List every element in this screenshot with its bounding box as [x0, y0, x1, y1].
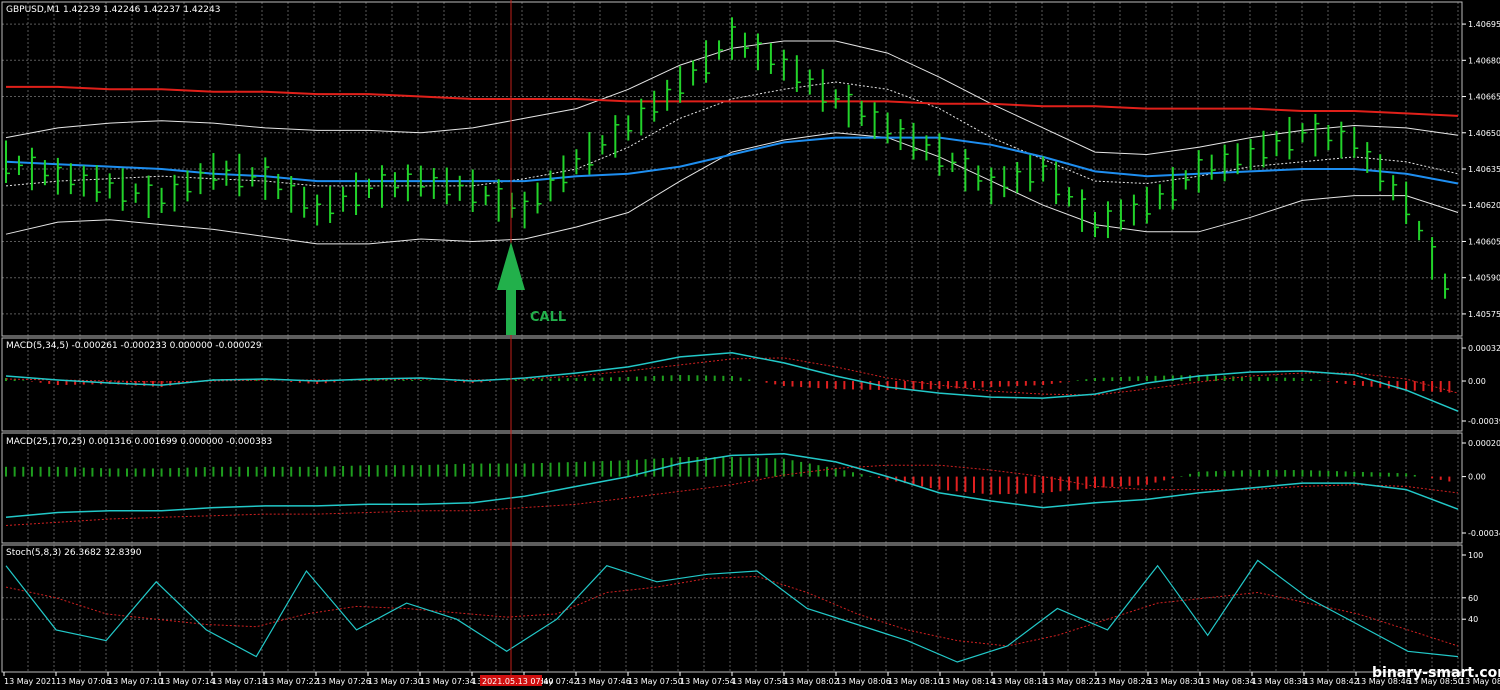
y-tick-label: -0.000397 — [1468, 417, 1500, 426]
x-tick-label: 13 May 08:26 — [1096, 677, 1151, 686]
x-tick-label: 13 May 07:22 — [264, 677, 319, 686]
y-tick-label: 0.000206 — [1468, 439, 1500, 448]
ma-blue-line — [5, 136, 1459, 185]
band-lower-line — [5, 132, 1459, 245]
stoch-main-line — [5, 559, 1459, 663]
call-label: CALL — [530, 310, 566, 325]
x-tick-label: 13 May 07:30 — [368, 677, 423, 686]
y-tick-label: 1.40695 — [1468, 20, 1500, 29]
price-panel-header: GBPUSD,M1 1.42239 1.42246 1.42237 1.4224… — [6, 5, 220, 15]
x-tick-label: 13 May 08:14 — [940, 677, 995, 686]
y-tick-label: 0.00 — [1468, 377, 1486, 386]
x-tick-label: 13 May 08:02 — [784, 677, 839, 686]
macd-main-line — [5, 352, 1459, 412]
ma-red-line — [6, 85, 1459, 117]
x-tick-label: 13 May 07:54 — [680, 677, 735, 686]
grid-layer — [2, 2, 1462, 672]
x-tick-label: 13 May 08:06 — [836, 677, 891, 686]
x-tick-label: 13 May 08:54 — [1460, 677, 1500, 686]
y-tick-label: 1.40650 — [1468, 129, 1500, 138]
y-tick-label: 0.00 — [1468, 473, 1486, 482]
x-tick-label: 13 May 07:50 — [628, 677, 683, 686]
x-tick-label: 13 May 2021 — [4, 677, 56, 686]
macd-main-line — [5, 453, 1459, 519]
x-tick-label: 13 May 07:18 — [212, 677, 267, 686]
x-tick-label: 13 May 07:14 — [160, 677, 215, 686]
series-layer — [5, 17, 1459, 663]
axis-layer: 1.40695 1.40680 1.40665 1.40650 1.40635 1.406… — [3, 20, 1500, 686]
stoch-header: Stoch(5,8,3) 26.3682 32.8390 — [6, 548, 142, 558]
x-tick-label: 13 May 07:46 — [576, 677, 631, 686]
y-tick-label: 1.40605 — [1468, 237, 1500, 246]
x-tick-label: 13 May 08:34 — [1200, 677, 1255, 686]
y-tick-label: 1.40680 — [1468, 56, 1500, 65]
call-arrow-icon — [497, 242, 525, 335]
x-tick-label: 13 May 07:06 — [56, 677, 111, 686]
y-tick-label: 1.40665 — [1468, 93, 1500, 102]
y-tick-label: -0.000346 — [1468, 529, 1500, 538]
panel-border — [1, 432, 1463, 544]
watermark: binary-smart.com — [1372, 665, 1500, 681]
x-tick-label: 13 May 08:22 — [1044, 677, 1099, 686]
y-tick-label: 1.40575 — [1468, 310, 1500, 319]
x-tick-label: 13 May 07:10 — [108, 677, 163, 686]
macd-slow-header: MACD(25,170,25) 0.001316 0.001699 0.0000… — [6, 437, 272, 447]
y-tick-label: 100 — [1468, 551, 1483, 560]
x-tick-label: 13 May 08:38 — [1252, 677, 1307, 686]
y-tick-label: 1.40635 — [1468, 165, 1500, 174]
x-tick-label: 13 May 08:18 — [992, 677, 1047, 686]
panel-border — [1, 337, 1463, 432]
date-badge-label: 2021.05.13 07:40 — [482, 677, 553, 686]
macd-fast-header: MACD(5,34,5) -0.000261 -0.000233 0.00000… — [6, 341, 262, 351]
date-badge — [480, 675, 542, 686]
x-tick-label: 13 May 08:50 — [1408, 677, 1463, 686]
x-tick-label: 13 May 08:30 — [1148, 677, 1203, 686]
x-tick-label: 13 May 07:34 — [420, 677, 475, 686]
y-tick-label: 1.40590 — [1468, 274, 1500, 283]
y-tick-label: 1.40620 — [1468, 201, 1500, 210]
x-tick-label: 13 May 08:42 — [1304, 677, 1359, 686]
y-tick-label: 0.000328 — [1468, 344, 1500, 353]
y-tick-label: 60 — [1468, 594, 1478, 603]
x-tick-label: 13 May 07:26 — [316, 677, 371, 686]
x-tick-label: 13 May 08:46 — [1356, 677, 1411, 686]
x-tick-label: 13 May 07:42 — [524, 677, 579, 686]
x-tick-label: 13 May 07:58 — [732, 677, 787, 686]
x-tick-label: 13 May 08:10 — [888, 677, 943, 686]
y-tick-label: 40 — [1468, 615, 1478, 624]
